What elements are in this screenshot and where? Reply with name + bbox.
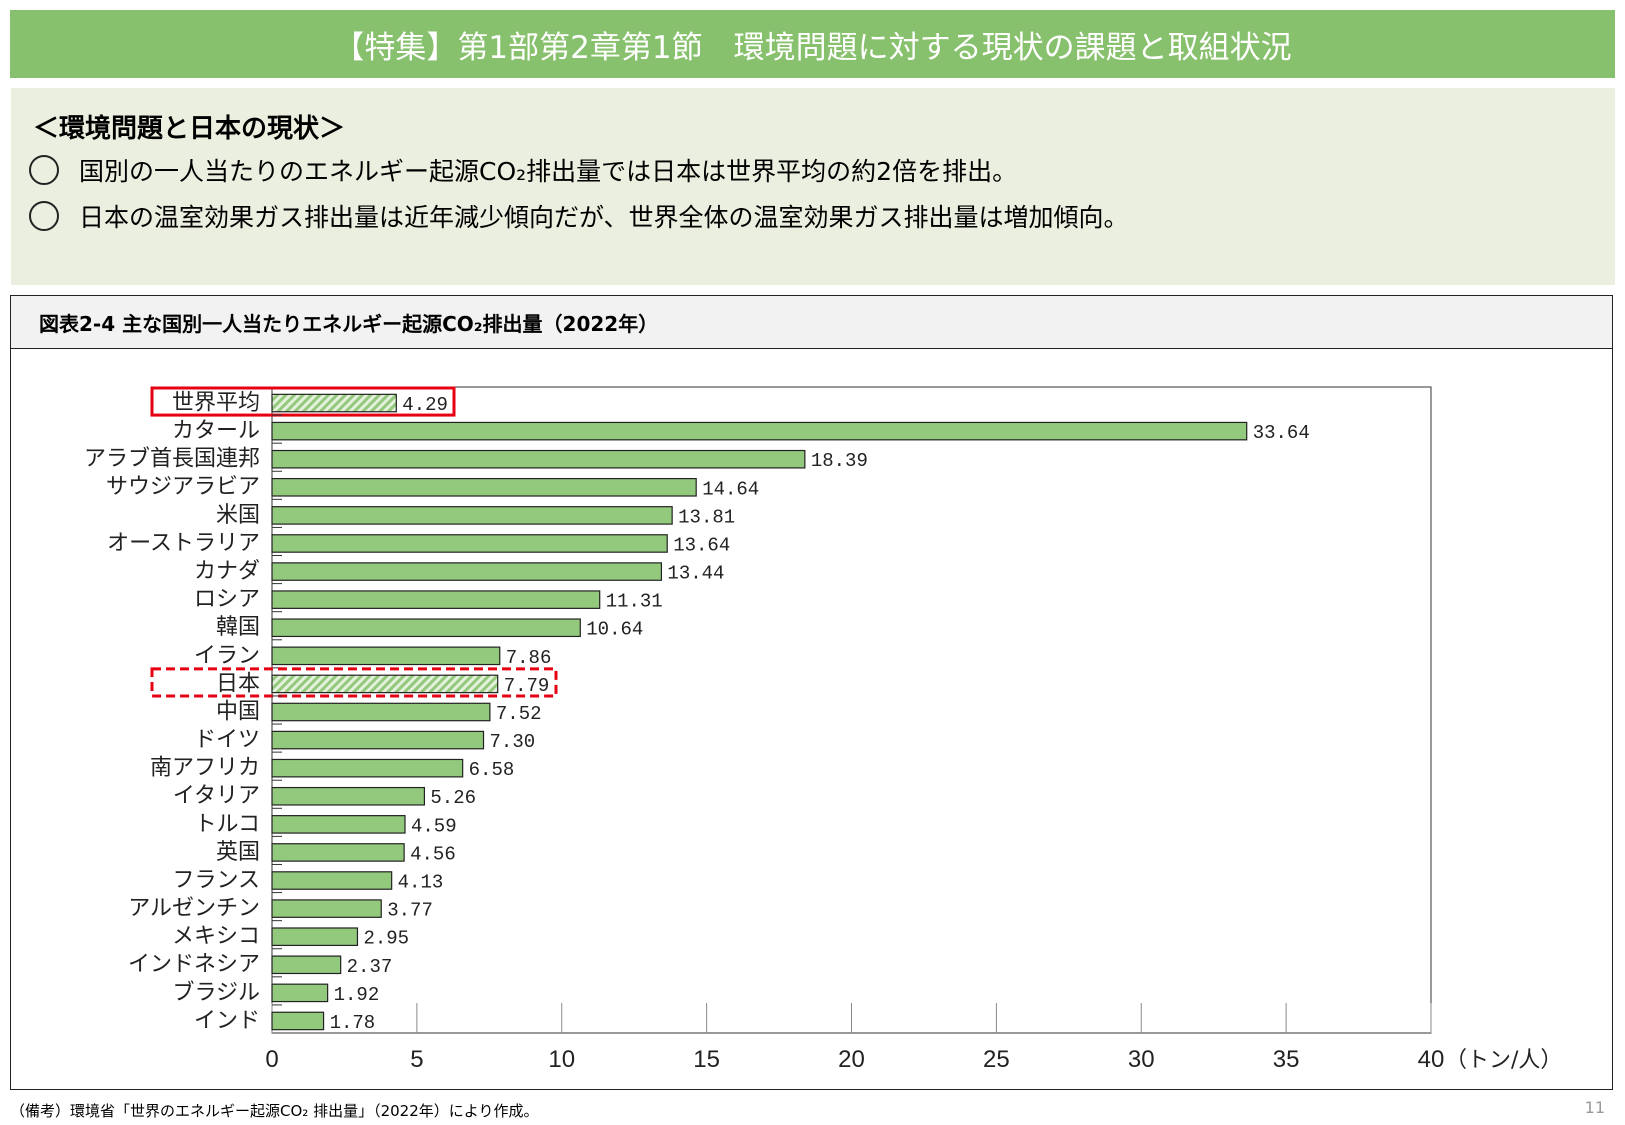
circle-bullet-icon (29, 201, 59, 231)
bar (271, 562, 663, 581)
data-label: 7.30 (490, 731, 536, 753)
bar (271, 421, 1248, 441)
x-tick-label: 20 (838, 1046, 865, 1073)
bar (271, 674, 499, 694)
data-label: 14.64 (702, 478, 759, 500)
category-label: ロシア (194, 587, 260, 612)
bar (271, 393, 397, 413)
bar (271, 927, 359, 947)
category-label: 英国 (216, 840, 260, 865)
highlight-box-japan (150, 667, 558, 698)
x-tick-label: 10 (548, 1046, 575, 1073)
data-label: 7.52 (496, 703, 542, 725)
bar (271, 506, 673, 525)
data-label: 7.86 (506, 647, 552, 669)
category-label: 米国 (216, 503, 260, 528)
category-label: ブラジル (172, 980, 260, 1005)
bar (271, 1011, 325, 1031)
bullet-text: 日本の温室効果ガス排出量は近年減少傾向だが、世界全体の温室効果ガス排出量は増加傾… (79, 203, 1129, 232)
data-label: 13.81 (678, 506, 735, 528)
category-label: フランス (172, 868, 260, 893)
bar (271, 477, 697, 497)
bar (271, 534, 668, 553)
chart-title: 図表2-4 主な国別一人当たりエネルギー起源CO₂排出量（2022年） (11, 296, 1612, 349)
x-tick-label: 5 (410, 1046, 423, 1073)
category-label: イタリア (173, 784, 260, 809)
x-tick-label: 35 (1273, 1046, 1300, 1073)
bullet-item: 日本の温室効果ガス排出量は近年減少傾向だが、世界全体の温室効果ガス排出量は増加傾… (29, 198, 1129, 234)
category-label: インド (194, 1008, 260, 1033)
data-label: 10.64 (586, 619, 643, 641)
category-label: アラブ首長国連邦 (84, 447, 260, 472)
data-label: 4.13 (398, 872, 444, 894)
bar (271, 843, 405, 862)
bar (271, 449, 806, 469)
chart-frame: 図表2-4 主な国別一人当たりエネルギー起源CO₂排出量（2022年） (10, 295, 1613, 1090)
page-header: 【特集】第1部第2章第1節 環境問題に対する現状の課題と取組状況 (10, 10, 1615, 78)
page-number: 11 (1584, 1098, 1605, 1117)
x-tick-label: 40 (1418, 1046, 1445, 1073)
category-label: イラン (194, 643, 260, 668)
category-label: カナダ (194, 559, 260, 584)
bar (271, 618, 581, 638)
page-title: 【特集】第1部第2章第1節 環境問題に対する現状の課題と取組状況 (333, 29, 1292, 66)
data-label: 13.64 (673, 534, 730, 556)
x-tick-label: 0 (265, 1046, 278, 1073)
data-label: 2.95 (363, 928, 409, 950)
data-label: 18.39 (811, 450, 868, 472)
category-label: カタール (172, 419, 260, 444)
bar (271, 871, 393, 890)
bar (271, 815, 406, 834)
data-label: 1.92 (334, 984, 380, 1006)
data-label: 4.29 (402, 394, 448, 416)
bar (271, 983, 329, 1003)
x-tick-label: 25 (983, 1046, 1010, 1073)
data-label: 33.64 (1253, 422, 1310, 444)
bar (271, 786, 426, 806)
data-label: 4.59 (411, 815, 457, 837)
category-label: 韓国 (216, 615, 260, 640)
bar (271, 590, 601, 609)
category-label: 日本 (216, 671, 260, 696)
category-label: 世界平均 (172, 390, 260, 415)
bullet-item: 国別の一人当たりのエネルギー起源CO₂排出量では日本は世界平均の約2倍を排出。 (29, 152, 1017, 188)
category-label: 中国 (216, 699, 260, 724)
data-label: 5.26 (430, 787, 476, 809)
summary-box: ＜環境問題と日本の現状＞ 国別の一人当たりのエネルギー起源CO₂排出量では日本は… (11, 88, 1615, 285)
category-label: ドイツ (194, 728, 260, 753)
data-label: 2.37 (347, 956, 393, 978)
bullet-text: 国別の一人当たりのエネルギー起源CO₂排出量では日本は世界平均の約2倍を排出。 (79, 157, 1018, 186)
highlight-box-world (150, 386, 456, 417)
bar (271, 646, 501, 666)
circle-bullet-icon (29, 155, 59, 185)
bar (271, 955, 342, 975)
data-label: 4.56 (410, 843, 456, 865)
data-label: 13.44 (667, 563, 724, 585)
x-tick-label: 15 (693, 1046, 720, 1073)
data-label: 11.31 (606, 591, 663, 613)
category-label: オーストラリア (107, 531, 260, 556)
bar (271, 758, 464, 778)
data-label: 6.58 (469, 759, 515, 781)
category-label: アルゼンチン (128, 896, 260, 921)
x-axis-unit: （トン/人） (1445, 1048, 1562, 1073)
x-tick-label: 30 (1128, 1046, 1155, 1073)
bar (271, 899, 382, 918)
data-label: 1.78 (330, 1012, 376, 1034)
data-label: 7.79 (504, 675, 550, 697)
category-label: インドネシア (128, 952, 260, 977)
bar (271, 730, 485, 750)
category-label: トルコ (194, 812, 260, 837)
source-note: （備考）環境省「世界のエネルギー起源CO₂ 排出量」（2022年）により作成。 (10, 1102, 539, 1120)
category-label: サウジアラビア (106, 475, 260, 500)
category-label: メキシコ (172, 924, 260, 949)
category-label: 南アフリカ (150, 756, 260, 781)
data-label: 3.77 (387, 900, 433, 922)
bar (271, 702, 491, 722)
summary-heading: ＜環境問題と日本の現状＞ (33, 114, 346, 144)
